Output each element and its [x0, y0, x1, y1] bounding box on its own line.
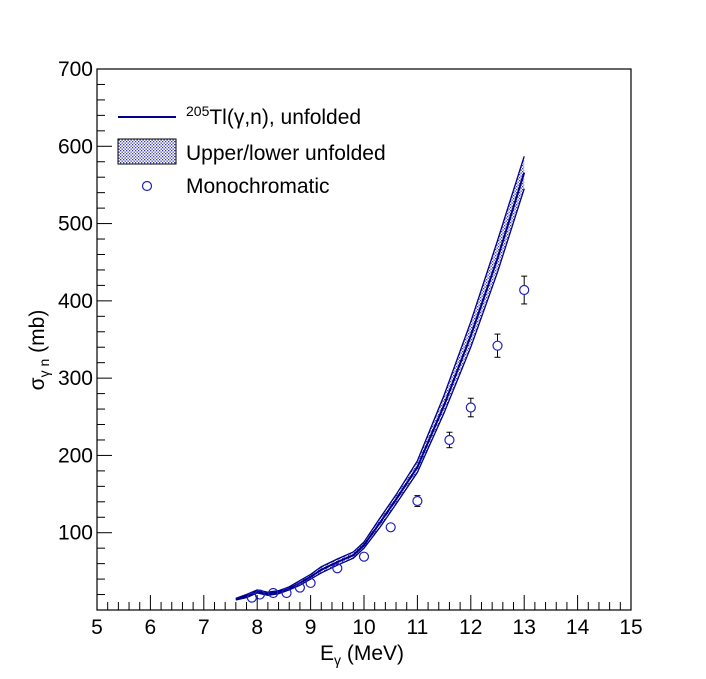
x-axis-title-main: E — [320, 642, 334, 665]
y-tick-label: 300 — [58, 367, 93, 390]
x-tick-label: 8 — [251, 616, 263, 639]
x-tick-label: 6 — [145, 616, 157, 639]
y-tick-label: 100 — [58, 522, 93, 545]
monochromatic-point — [281, 587, 292, 599]
x-tick-label: 9 — [305, 616, 317, 639]
uncertainty-band-area — [235, 156, 525, 601]
monochromatic-point — [412, 495, 423, 507]
upper-unfolded-line — [235, 156, 525, 600]
y-tick-label: 200 — [58, 444, 93, 467]
x-tick-label: 10 — [352, 616, 375, 639]
monochromatic-point — [492, 340, 503, 351]
monochromatic-point — [332, 563, 343, 574]
x-axis-title-unit: (MeV) — [341, 642, 404, 665]
monochromatic-point — [305, 577, 316, 589]
legend-mono-label: Monochromatic — [186, 175, 330, 198]
monochromatic-point — [294, 582, 306, 593]
x-tick-label: 13 — [513, 616, 536, 639]
monochromatic-point — [519, 284, 530, 296]
x-tick-label: 14 — [566, 616, 590, 639]
legend-marker-swatch — [141, 180, 153, 192]
monochromatic-point — [465, 402, 476, 413]
x-tick-label: 12 — [459, 616, 482, 639]
y-axis-title-main: σ — [26, 377, 49, 390]
lower-unfolded-line — [235, 188, 525, 601]
legend-band-swatch — [117, 138, 177, 165]
y-axis-title-unit: (mb) — [26, 310, 49, 359]
y-axis-title: σγ n (mb) — [26, 310, 52, 391]
legend-unfolded-text: Tl(γ,n), unfolded — [209, 106, 361, 129]
axes-layer: 5 6 7 8 9 10 11 12 13 14 15 100 200 300 400 500 600 700 — [58, 58, 643, 639]
x-tick-label: 7 — [198, 616, 210, 639]
unfolded-line-layer — [235, 172, 526, 601]
y-tick-label: 600 — [58, 135, 93, 158]
legend-unfolded-label: 205Tl(γ,n), unfolded — [186, 103, 361, 129]
y-tick-label: 700 — [58, 58, 93, 81]
x-tick-label: 5 — [91, 616, 103, 639]
y-tick-label: 500 — [58, 213, 93, 236]
monochromatic-point — [385, 522, 396, 533]
legend-band-label: Upper/lower unfolded — [186, 142, 386, 165]
y-axis-title-sub: γ n — [36, 359, 52, 378]
monochromatic-point — [444, 434, 455, 446]
y-tick-label: 400 — [58, 290, 93, 313]
monochromatic-point — [254, 589, 265, 600]
x-tick-label: 15 — [619, 616, 642, 639]
x-axis-title: Eγ (MeV) — [320, 642, 404, 668]
legend-unfolded-superscript: 205 — [186, 103, 210, 119]
x-tick-label: 11 — [406, 616, 428, 639]
monochromatic-point — [358, 551, 370, 562]
monochromatic-point — [268, 587, 279, 599]
monochromatic-points-layer — [246, 275, 530, 603]
unfolded-central-line — [235, 172, 526, 601]
legend: 205Tl(γ,n), unfolded Upper/lower unfolde… — [117, 103, 386, 198]
uncertainty-band-layer — [235, 156, 525, 601]
x-axis-title-sub: γ — [334, 652, 341, 668]
